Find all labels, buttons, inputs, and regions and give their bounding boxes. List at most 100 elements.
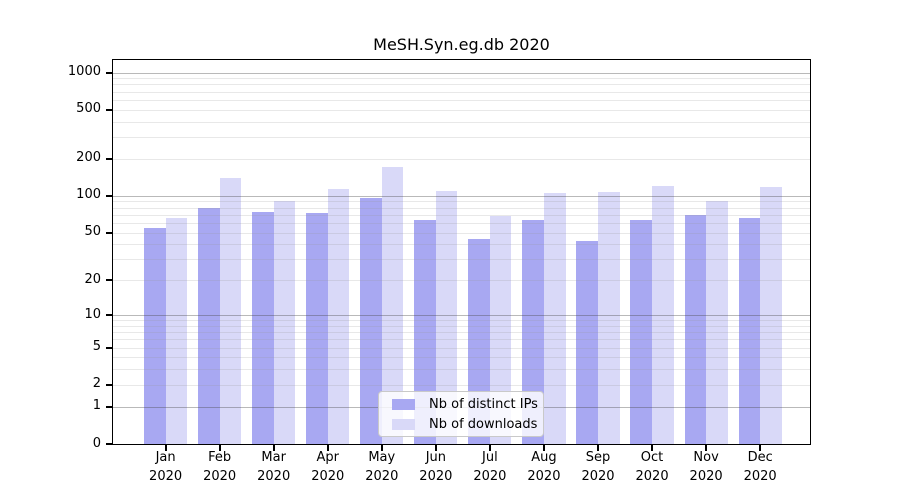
bar-distinct-ips-mar [252,211,274,444]
bar-downloads-dec [760,186,782,444]
x-label-year: 2020 [473,468,507,484]
bar-downloads-jun [435,190,458,444]
gridline-minor [113,207,810,209]
y-tick-mark [106,194,112,197]
bar-distinct-ips-apr [306,213,328,444]
y-tick-label: 5 [92,339,101,355]
gridline-minor [113,259,810,261]
gridline-minor [113,384,810,386]
x-tick-mark [434,445,437,451]
x-tick-label: Jun 2020 [406,449,466,486]
x-tick-mark [326,445,329,451]
x-tick-label: Sep 2020 [568,449,628,486]
gridline-major [113,195,810,197]
x-tick-mark [272,445,275,451]
bar-downloads-jul [489,216,512,444]
gridline-minor [113,84,810,86]
y-tick-mark [106,346,112,349]
gridline-minor [113,244,810,246]
y-tick-mark [106,231,112,234]
gridline-major [113,315,810,317]
bar-distinct-ips-may [360,198,382,444]
x-tick-mark [597,445,599,451]
x-tick-label: Feb 2020 [190,449,250,486]
x-label-year: 2020 [311,468,345,484]
x-label-month: Jul [482,450,498,465]
gridline-minor [113,91,810,93]
bar-distinct-ips-jan [144,227,166,444]
gridline-minor [113,232,810,234]
x-tick-label: Mar 2020 [244,449,304,486]
gridline-minor [113,158,810,160]
gridline-minor [113,280,810,282]
y-tick-label: 0 [92,435,101,451]
x-tick-label: Aug 2020 [514,449,574,486]
bar-downloads-apr [327,189,350,444]
x-label-month: Dec [747,450,773,465]
x-tick-mark [542,445,545,451]
x-tick-mark [651,445,654,451]
bar-distinct-ips-jun [414,219,436,444]
y-tick-mark [106,383,112,386]
bar-downloads-oct [652,185,674,444]
gridline-minor [113,109,810,111]
x-tick-mark [380,445,383,451]
y-tick-label: 1 [92,398,101,414]
x-label-month: Aug [531,450,557,465]
x-label-year: 2020 [419,468,453,484]
bar-downloads-mar [273,200,296,444]
legend-item-distinct-ips: Nb of distinct IPs [387,396,538,412]
legend-item-downloads: Nb of downloads [387,416,538,432]
x-tick-label: Oct 2020 [622,449,682,486]
bar-distinct-ips-feb [198,207,220,444]
x-label-year: 2020 [365,468,399,484]
bar-downloads-aug [543,193,566,444]
x-label-month: Jun [425,450,446,465]
x-label-month: Apr [316,450,340,465]
x-label-month: Feb [208,450,232,465]
gridline-minor [113,339,810,341]
bar-downloads-sep [598,191,620,444]
x-label-month: Sep [585,450,611,465]
legend-swatch-downloads [392,418,415,430]
legend: Nb of distinct IPs Nb of downloads [378,391,544,437]
bar-distinct-ips-sep [576,240,598,444]
x-tick-mark [164,445,167,451]
y-tick-label: 200 [76,150,101,166]
x-label-year: 2020 [527,468,561,484]
y-tick-label: 10 [84,306,101,322]
x-tick-label: Jul 2020 [460,449,520,486]
y-tick-mark [106,71,112,74]
y-tick-mark [106,108,112,111]
x-tick-label: Jan 2020 [136,449,196,486]
gridline-minor [113,325,810,327]
bar-downloads-feb [219,177,242,444]
gridline-minor [113,121,810,123]
x-label-month: Nov [693,450,719,465]
gridline-minor [113,222,810,224]
x-tick-label: Nov 2020 [676,449,736,486]
legend-label-distinct-ips: Nb of distinct IPs [429,396,538,412]
x-label-year: 2020 [149,468,183,484]
legend-label-downloads: Nb of downloads [429,416,538,432]
x-tick-label: Apr 2020 [298,449,358,486]
bar-downloads-jan [165,217,188,444]
gridline-minor [113,332,810,334]
x-label-month: Jan [155,450,176,465]
bar-downloads-nov [706,200,728,444]
x-tick-label: May 2020 [352,449,412,486]
x-tick-label: Dec 2020 [730,449,790,486]
gridline-minor [113,99,810,101]
gridline-minor [113,320,810,322]
y-tick-label: 100 [76,187,101,203]
bar-distinct-ips-oct [630,220,653,444]
x-tick-mark [218,445,221,451]
y-tick-label: 20 [84,271,101,287]
x-label-month: Oct [640,450,664,465]
x-tick-mark [488,445,491,451]
x-label-year: 2020 [689,468,723,484]
bar-distinct-ips-dec [738,217,761,444]
y-tick-mark [106,157,112,160]
gridline-major [113,72,810,74]
